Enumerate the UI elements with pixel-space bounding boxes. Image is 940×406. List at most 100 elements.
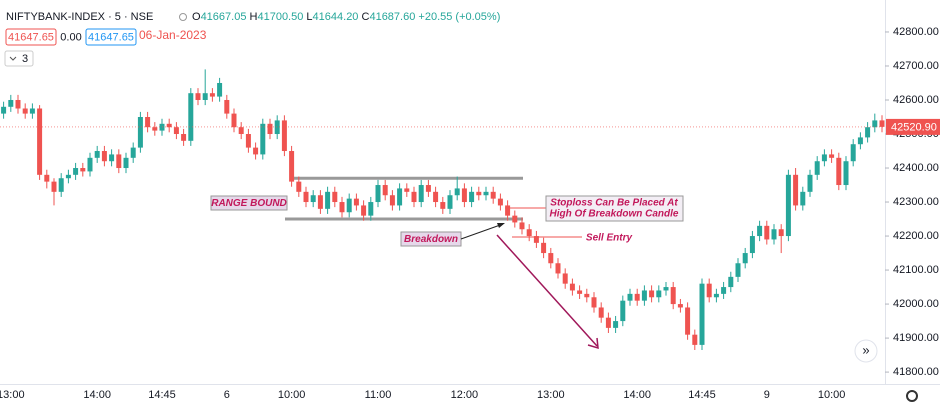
candle-body <box>325 191 331 209</box>
settings-icon[interactable] <box>906 390 918 402</box>
sell-price: 41647.65 <box>8 31 54 43</box>
y-tick-label: 42000.00 <box>893 298 939 310</box>
candle-body <box>368 202 374 216</box>
candle-body <box>425 185 431 192</box>
candle-body <box>706 283 712 298</box>
candle-body <box>58 178 64 192</box>
candle-body <box>109 154 115 162</box>
candle-body <box>677 304 683 308</box>
candle-body <box>80 168 86 172</box>
arrow-head <box>497 223 505 228</box>
candle-body <box>173 127 179 135</box>
date: 06-Jan-2023 <box>139 28 207 42</box>
sell-box[interactable] <box>5 28 57 46</box>
candle-body <box>800 191 806 206</box>
buy-box[interactable] <box>85 28 137 46</box>
annotation-box <box>545 195 684 222</box>
candle-body <box>8 99 14 107</box>
chevron <box>9 56 17 61</box>
candle-body <box>317 195 323 209</box>
candle-body <box>620 300 626 322</box>
candle-body <box>346 198 352 213</box>
candle-body <box>555 263 561 274</box>
candle-body <box>857 137 863 145</box>
candle-body <box>65 174 71 179</box>
candle-body <box>670 287 676 305</box>
candle-body <box>22 108 28 114</box>
candle-body <box>591 297 597 308</box>
annotation: RANGE BOUND <box>211 198 287 209</box>
candle-body <box>339 202 345 213</box>
candle-body <box>404 188 410 192</box>
candle-body <box>843 161 849 186</box>
candle-body <box>245 134 251 148</box>
candle-body <box>440 202 446 209</box>
indicator-toggle[interactable] <box>4 50 34 67</box>
arrow-head <box>587 337 599 350</box>
candle-body <box>656 290 662 298</box>
candle-body <box>253 147 259 155</box>
candle-body <box>735 263 741 277</box>
annotation: Stoploss Can Be Placed At <box>550 198 678 209</box>
indicator-count: 3 <box>22 53 28 65</box>
candle-body <box>159 123 165 131</box>
symbol: NIFTYBANK-INDEX · 5 · NSE <box>6 11 153 23</box>
ohlc: O41667.05 H41700.50 L41644.20 C41687.60 … <box>192 11 500 23</box>
candle-body <box>497 198 503 206</box>
plot: 41800.00 41900.00 42000.00 42100.00 42200.00… <box>0 26 939 401</box>
candle-body <box>267 123 273 135</box>
candle-body <box>505 205 511 216</box>
candle-body <box>37 108 43 175</box>
candle-body <box>461 188 467 203</box>
y-tick-label: 42400.00 <box>893 162 939 174</box>
candle-body <box>490 191 496 199</box>
candle-body <box>15 99 21 109</box>
candle-body <box>749 236 755 254</box>
candle-body <box>73 168 79 175</box>
candle-body <box>217 82 223 97</box>
x-tick-label: 11:00 <box>365 389 392 401</box>
candle-body <box>562 273 568 284</box>
candle-body <box>101 151 107 162</box>
x-tick-label: 10:00 <box>818 389 846 401</box>
annotation: High Of Breakdown Candle <box>550 209 679 220</box>
candle-body <box>361 205 367 216</box>
scroll-icon: » <box>862 342 869 357</box>
candle-body <box>29 108 35 114</box>
candle-body <box>51 181 57 192</box>
candle-body <box>519 222 525 230</box>
candle-body <box>145 117 151 128</box>
candle-body <box>807 174 813 192</box>
candle-body <box>685 307 691 335</box>
annotation: Breakdown <box>404 234 458 245</box>
y-tick-label: 42800.00 <box>893 26 939 38</box>
buy-price: 41647.65 <box>88 31 134 43</box>
candle-body <box>821 154 827 162</box>
x-tick-label: 14:00 <box>83 389 111 401</box>
scroll-button[interactable] <box>854 339 878 363</box>
candle-body <box>274 120 280 135</box>
last-price-label: 42520.90 <box>891 121 937 133</box>
candle-body <box>541 242 547 254</box>
candle-body <box>728 276 734 288</box>
trend-arrow <box>496 234 598 347</box>
candle-body <box>569 283 575 291</box>
x-tick-label: 10:00 <box>278 389 306 401</box>
candle-body <box>836 157 842 186</box>
candle-body <box>231 113 237 128</box>
candle-body <box>195 93 201 100</box>
candle-body <box>814 161 820 175</box>
annotation: Sell Entry <box>586 233 633 244</box>
candle-body <box>757 225 763 237</box>
candle-body <box>303 191 309 203</box>
x-tick-label: 6 <box>224 389 230 401</box>
candle-body <box>785 174 791 237</box>
y-tick-label: 42200.00 <box>893 230 939 242</box>
candle-body <box>548 253 554 264</box>
candle-body <box>130 147 136 158</box>
candle-body <box>713 293 719 298</box>
x-tick-label: 12:00 <box>451 389 479 401</box>
candle-body <box>584 293 590 298</box>
candle-body <box>87 157 93 172</box>
